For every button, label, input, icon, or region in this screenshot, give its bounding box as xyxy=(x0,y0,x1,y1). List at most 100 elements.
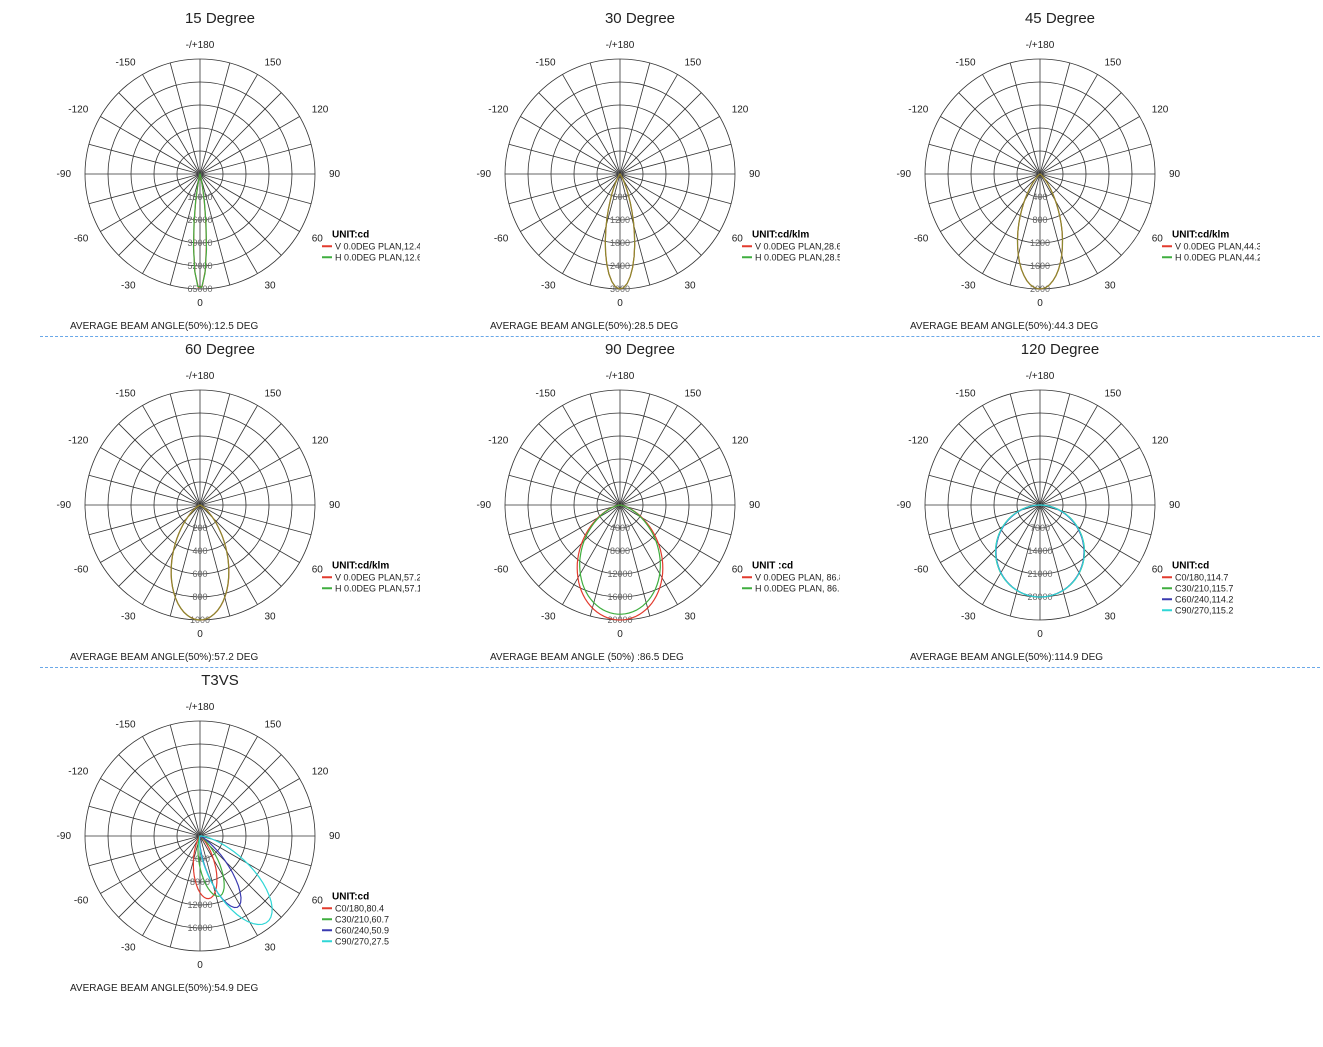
angle-label: 60 xyxy=(732,234,744,245)
legend-label: V 0.0DEG PLAN,28.6 xyxy=(755,241,840,251)
angle-label: 120 xyxy=(312,767,329,778)
grid-spoke xyxy=(1040,505,1140,563)
grid-spoke xyxy=(1040,93,1121,174)
grid-spoke xyxy=(1040,174,1151,204)
ring-label: 400 xyxy=(192,546,207,556)
grid-spoke xyxy=(200,505,311,535)
grid-spoke xyxy=(89,505,200,535)
grid-spoke xyxy=(539,93,620,174)
grid-spoke xyxy=(620,505,720,563)
ring-label: 800 xyxy=(192,592,207,602)
angle-label: -150 xyxy=(535,57,555,68)
grid-spoke xyxy=(620,74,678,174)
angle-label: 90 xyxy=(329,500,341,511)
grid-spoke xyxy=(200,93,281,174)
legend-label: C90/270,27.5 xyxy=(335,936,389,946)
angle-label: -60 xyxy=(74,896,89,907)
grid-spoke xyxy=(620,394,650,505)
ring-label: 7000 xyxy=(1030,523,1050,533)
grid-spoke xyxy=(1040,424,1121,505)
angle-label: 60 xyxy=(312,896,324,907)
ring-label: 1600 xyxy=(1030,261,1050,271)
angle-label: -150 xyxy=(115,388,135,399)
angle-label: 120 xyxy=(312,105,329,116)
grid-spoke xyxy=(200,725,230,836)
angle-label: -/+180 xyxy=(1026,40,1055,51)
angle-label: -/+180 xyxy=(186,371,215,382)
grid-spoke xyxy=(940,448,1040,506)
angle-label: -120 xyxy=(488,436,508,447)
angle-label: -60 xyxy=(74,234,89,245)
chart-title: 15 Degree xyxy=(10,10,430,27)
ring-label: 2400 xyxy=(610,261,630,271)
ring-label: 16000 xyxy=(187,923,212,933)
angle-label: -120 xyxy=(908,105,928,116)
legend-label: H 0.0DEG PLAN,28.5 xyxy=(755,252,840,262)
grid-spoke xyxy=(620,475,731,505)
charts-grid: 15 Degree -/+180 150 -150 120 -120 90 -90 60 -60 3… xyxy=(10,10,1323,994)
angle-label: -150 xyxy=(115,719,135,730)
grid-spoke xyxy=(509,174,620,204)
polar-chart-deg120: -/+180150-150120-12090-9060-6030-3000700… xyxy=(860,360,1260,650)
polar-chart-deg30: -/+180150-150120-12090-9060-6030-3000600… xyxy=(440,29,840,319)
grid-spoke xyxy=(100,505,200,563)
grid-spoke xyxy=(170,63,200,174)
chart-cell-deg120: 120 Degree-/+180150-150120-12090-9060-60… xyxy=(850,341,1270,663)
ring-label: 1800 xyxy=(610,238,630,248)
angle-label: -120 xyxy=(68,767,88,778)
grid-spoke xyxy=(143,505,201,605)
grid-spoke xyxy=(509,144,620,174)
angle-label: 90 xyxy=(749,500,761,511)
grid-spoke xyxy=(929,144,1040,174)
grid-spoke xyxy=(200,117,300,175)
angle-label: -90 xyxy=(477,500,492,511)
angle-label: -120 xyxy=(488,105,508,116)
legend-label: H 0.0DEG PLAN,57.1 xyxy=(335,583,420,593)
grid-spoke xyxy=(520,505,620,563)
angle-label: -/+180 xyxy=(606,371,635,382)
grid-spoke xyxy=(170,725,200,836)
grid-spoke xyxy=(983,405,1041,505)
grid-spoke xyxy=(143,736,201,836)
grid-spoke xyxy=(200,74,258,174)
legend-unit: UNIT:cd/klm xyxy=(332,560,389,571)
chart-title: 60 Degree xyxy=(10,341,430,358)
angle-label: -150 xyxy=(955,57,975,68)
chart-cell-deg30: 30 Degree-/+180150-150120-12090-9060-603… xyxy=(430,10,850,332)
angle-label: 150 xyxy=(265,57,282,68)
chart-cell-t3vs: T3VS-/+180150-150120-12090-9060-6030-300… xyxy=(10,672,430,994)
grid-spoke xyxy=(200,144,311,174)
chart-footer: AVERAGE BEAM ANGLE(50%):44.3 DEG xyxy=(850,321,1270,332)
grid-spoke xyxy=(200,736,258,836)
angle-label: -/+180 xyxy=(606,40,635,51)
angle-label: 30 xyxy=(1105,612,1117,623)
grid-spoke xyxy=(620,144,731,174)
angle-label: -/+180 xyxy=(186,40,215,51)
angle-label: -90 xyxy=(57,500,72,511)
grid-spoke xyxy=(1010,63,1040,174)
grid-spoke xyxy=(620,505,731,535)
chart-footer: AVERAGE BEAM ANGLE(50%):114.9 DEG xyxy=(850,652,1270,663)
grid-spoke xyxy=(89,144,200,174)
legend-label: C0/180,114.7 xyxy=(1175,572,1228,582)
angle-label: -30 xyxy=(121,612,136,623)
angle-label: -30 xyxy=(121,943,136,954)
chart-title: 45 Degree xyxy=(850,10,1270,27)
chart-title: 90 Degree xyxy=(430,341,850,358)
legend-label: V 0.0DEG PLAN,44.3 xyxy=(1175,241,1260,251)
grid-spoke xyxy=(539,424,620,505)
ring-label: 26000 xyxy=(187,215,212,225)
angle-label: 90 xyxy=(749,169,761,180)
grid-spoke xyxy=(119,93,200,174)
grid-spoke xyxy=(200,394,230,505)
legend-unit: UNIT :cd xyxy=(752,560,793,571)
ring-label: 65000 xyxy=(187,284,212,294)
grid-spoke xyxy=(200,174,311,204)
legend-label: H 0.0DEG PLAN,44.2 xyxy=(1175,252,1260,262)
grid-spoke xyxy=(89,475,200,505)
angle-label: 0 xyxy=(1037,629,1043,640)
angle-label: 150 xyxy=(265,388,282,399)
grid-spoke xyxy=(940,505,1040,563)
chart-cell-deg90: 90 Degree-/+180150-150120-12090-9060-603… xyxy=(430,341,850,663)
grid-spoke xyxy=(100,174,200,232)
